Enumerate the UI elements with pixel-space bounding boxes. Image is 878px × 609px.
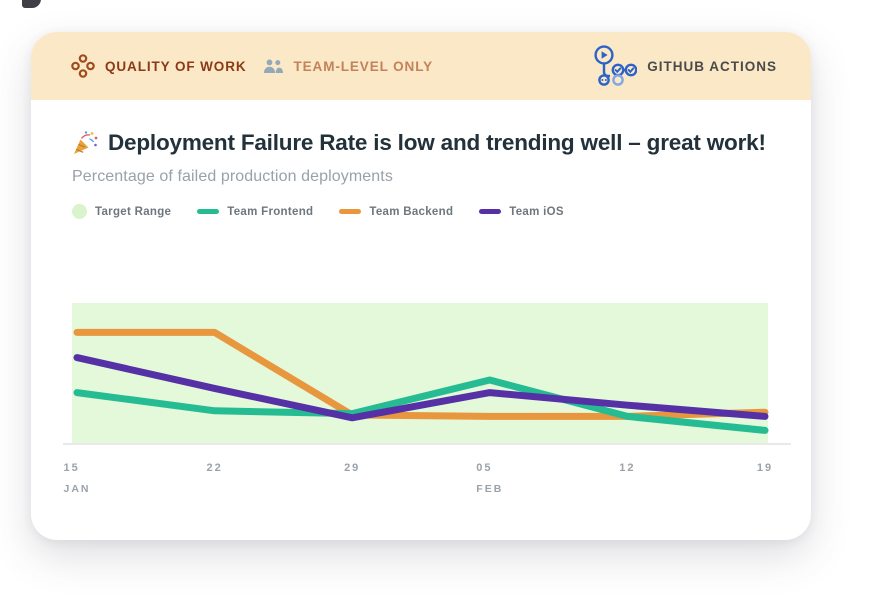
source-group: GITHUB ACTIONS xyxy=(591,44,777,88)
legend-label: Team Backend xyxy=(369,205,454,218)
legend-label: Team iOS xyxy=(509,205,564,218)
party-popper-icon xyxy=(74,131,98,154)
github-actions-icon xyxy=(594,45,638,86)
x-tick-month: FEB xyxy=(476,483,504,495)
team-backend-swatch xyxy=(339,209,362,214)
x-tick-month xyxy=(757,483,773,495)
line-chart: 15 JAN 22 29 05 FEB 12 19 xyxy=(63,303,791,507)
legend-item-team-backend[interactable]: Team Backend xyxy=(339,206,453,218)
series-lines xyxy=(73,328,769,434)
cluster-icon xyxy=(71,54,95,78)
x-tick-month xyxy=(344,483,360,495)
x-tick-12: 12 xyxy=(619,462,635,495)
plot-area xyxy=(63,303,791,445)
metric-card: QUALITY OF WORK TEAM-LEVEL ONLY xyxy=(31,32,811,540)
background-window-corner xyxy=(22,0,41,8)
x-tick-day: 29 xyxy=(344,462,361,474)
team-icon xyxy=(263,59,283,73)
x-tick-day: 19 xyxy=(756,462,774,474)
legend-label: Target Range xyxy=(95,205,172,218)
series-line-team-frontend xyxy=(73,376,769,434)
legend-item-target-range[interactable]: Target Range xyxy=(72,204,171,219)
x-axis: 15 JAN 22 29 05 FEB 12 19 xyxy=(63,445,791,507)
x-tick-22: 22 xyxy=(206,462,222,495)
x-tick-29: 29 xyxy=(344,462,360,495)
x-tick-05: 05 FEB xyxy=(476,462,503,495)
source-label: GITHUB ACTIONS xyxy=(647,58,777,74)
category-label: QUALITY OF WORK xyxy=(105,58,247,74)
x-tick-month: JAN xyxy=(63,483,91,495)
x-tick-day: 05 xyxy=(476,462,493,474)
x-tick-19: 19 xyxy=(757,462,773,495)
scope-group: TEAM-LEVEL ONLY xyxy=(263,59,434,74)
x-tick-day: 15 xyxy=(63,462,80,474)
x-tick-15: 15 JAN xyxy=(63,462,90,495)
card-header: QUALITY OF WORK TEAM-LEVEL ONLY xyxy=(31,32,811,100)
x-tick-month xyxy=(619,483,635,495)
scope-label: TEAM-LEVEL ONLY xyxy=(293,58,434,74)
page-title: Deployment Failure Rate is low and trend… xyxy=(108,130,766,155)
card-body: Deployment Failure Rate is low and trend… xyxy=(31,100,811,219)
title-row: Deployment Failure Rate is low and trend… xyxy=(72,130,767,156)
x-tick-month xyxy=(206,483,222,495)
legend-item-team-frontend[interactable]: Team Frontend xyxy=(197,206,313,218)
legend-label: Team Frontend xyxy=(227,205,314,218)
chart-legend: Target Range Team Frontend Team Backend … xyxy=(72,204,767,219)
legend-item-team-ios[interactable]: Team iOS xyxy=(479,206,564,218)
target-range-swatch xyxy=(72,204,87,219)
team-frontend-swatch xyxy=(197,209,220,214)
category-group: QUALITY OF WORK xyxy=(71,54,247,78)
chart-subtitle: Percentage of failed production deployme… xyxy=(72,168,393,185)
x-tick-day: 22 xyxy=(206,462,223,474)
team-ios-swatch xyxy=(479,209,502,214)
x-tick-day: 12 xyxy=(619,462,636,474)
series-line-team-ios xyxy=(73,354,769,422)
